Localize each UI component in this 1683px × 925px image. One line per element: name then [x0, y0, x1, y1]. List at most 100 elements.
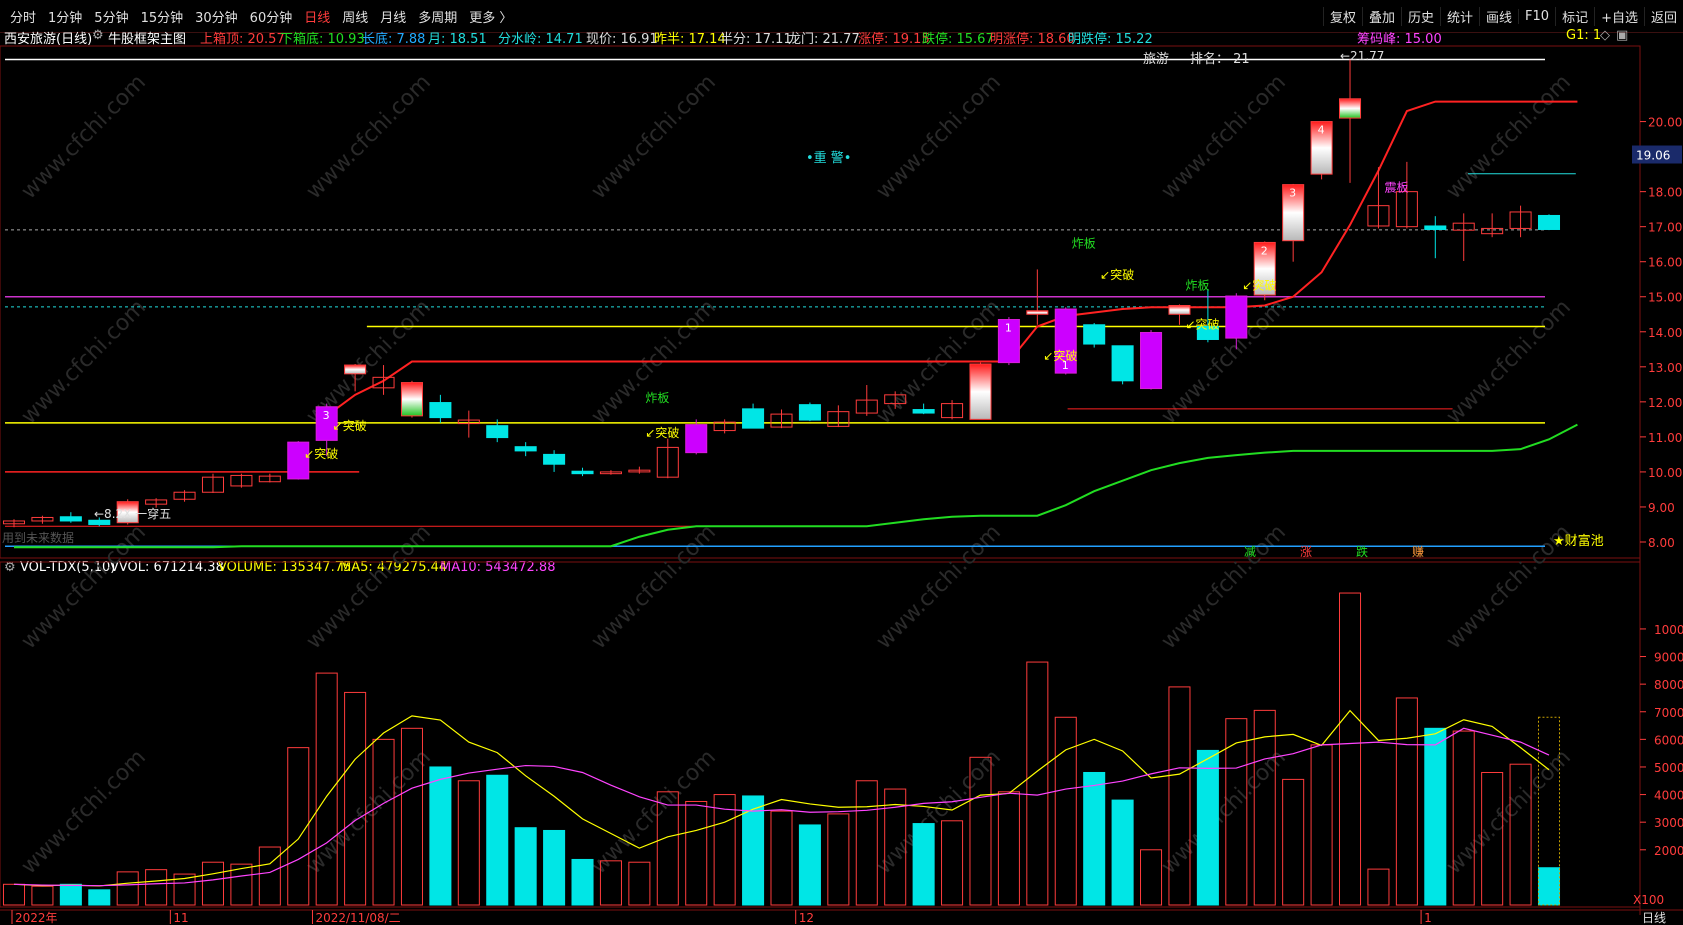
candle-body	[941, 403, 964, 419]
ma10-line	[13, 727, 1550, 887]
candle-body	[1083, 324, 1106, 345]
period-tab-3[interactable]: 15分钟	[140, 10, 184, 26]
price-tick: 9.00	[1648, 501, 1675, 515]
volume-tick: 8000	[1654, 678, 1683, 692]
volume-bar	[1225, 718, 1248, 906]
candle-body	[344, 364, 367, 375]
volume-bar	[344, 691, 367, 906]
candle-body	[1140, 331, 1163, 390]
indicator-gear-icon[interactable]: ⚙	[92, 28, 104, 43]
watermark-text: www.cfchi.com	[587, 520, 721, 654]
tool-button-7[interactable]: +自选	[1594, 6, 1644, 26]
volume-bar	[400, 727, 423, 906]
candle-body	[969, 363, 992, 420]
g1-value: G1: 1	[1566, 28, 1602, 43]
tool-button-4[interactable]: 画线	[1479, 6, 1518, 26]
candle-body	[884, 394, 907, 405]
volume-bar	[912, 823, 935, 906]
candle-body	[59, 516, 82, 522]
period-tab-7[interactable]: 周线	[342, 10, 369, 26]
top-resistance-line	[326, 100, 1578, 417]
volume-bar	[855, 780, 878, 906]
candle-count-label-5: 4	[1318, 124, 1325, 137]
volume-bar	[628, 861, 651, 906]
candle-body	[1481, 227, 1504, 235]
period-tab-4[interactable]: 30分钟	[195, 10, 238, 26]
signal-label-7: 炸板	[1185, 279, 1209, 293]
candle-body	[1111, 345, 1134, 382]
volume-bar	[827, 813, 850, 906]
price-tick: 11.00	[1648, 431, 1682, 445]
watermark-text: www.cfchi.com	[17, 70, 151, 204]
tool-button-0[interactable]: 复权	[1322, 6, 1362, 26]
period-tab-9[interactable]: 多周期	[418, 10, 458, 26]
price-tick: 13.00	[1648, 361, 1682, 375]
period-tab-6[interactable]: 日线	[304, 10, 331, 26]
period-tab-1[interactable]: 1分钟	[48, 10, 83, 26]
price-value: 现价: 16.91	[586, 32, 658, 47]
period-tab-0[interactable]: 分时	[10, 10, 37, 26]
volume-bar	[1026, 661, 1049, 906]
signal-label-10: 震板	[1384, 181, 1408, 195]
candle-body	[543, 453, 566, 465]
half-value: 半分: 17.11	[720, 32, 792, 47]
tool-button-8[interactable]: 返回	[1643, 6, 1683, 26]
volume-bar	[685, 800, 708, 906]
price-tick: 15.00	[1648, 291, 1682, 305]
period-tab-5[interactable]: 60分钟	[249, 10, 293, 26]
limit-down-value: 跌停: 15.67	[922, 32, 994, 47]
volume-bar	[173, 873, 196, 906]
signal-tag-1: 涨	[1300, 544, 1312, 559]
warning-label: •重 警•	[806, 150, 851, 166]
collapse-icon[interactable]: ▣	[1616, 28, 1629, 43]
period-tab-10[interactable]: 更多 〉	[469, 10, 513, 26]
watermark-text: www.cfchi.com	[1157, 745, 1291, 879]
period-tab-8[interactable]: 月线	[380, 10, 407, 26]
candle-body	[770, 413, 793, 428]
volume-bar	[1481, 771, 1504, 906]
date-label-4: 1	[1424, 911, 1432, 925]
candle-body	[1282, 184, 1305, 242]
volume-bar	[599, 860, 622, 906]
tool-button-1[interactable]: 叠加	[1361, 6, 1401, 26]
current-price-tag: 19.06	[1636, 149, 1670, 163]
candle-body	[145, 499, 168, 505]
signal-label-6: ↙突破	[1100, 267, 1134, 282]
watermark-text: www.cfchi.com	[302, 520, 436, 654]
tool-button-6[interactable]: 标记	[1555, 6, 1594, 26]
volume-gear-icon[interactable]: ⚙	[4, 560, 16, 575]
volume-tick: 2000	[1654, 844, 1683, 858]
volume-bar	[969, 756, 992, 906]
candle-count-label-1: 1	[1005, 322, 1012, 335]
chip-peak-value: 筹码峰: 15.00	[1357, 32, 1442, 47]
candle-body	[230, 474, 253, 487]
candle-body	[1452, 222, 1475, 231]
signal-label-4: ↙突破	[1043, 348, 1077, 363]
volume-indicator-name[interactable]: VOL-TDX(5,10)	[20, 560, 116, 575]
date-label-0: 2022年	[15, 911, 58, 925]
tool-button-5[interactable]: F10	[1518, 8, 1555, 24]
signal-tag-3: 赚	[1412, 544, 1424, 559]
indicator-name[interactable]: 牛股框架主图	[108, 32, 187, 47]
signal-label-3: ↙突破	[645, 425, 679, 440]
candle-body	[486, 425, 509, 439]
diamond-icon[interactable]: ◇	[1600, 28, 1610, 43]
volume-bar	[201, 861, 224, 906]
volume-bar	[997, 791, 1020, 906]
future-data-note: 用到未来数据	[2, 530, 74, 545]
volume-bar	[145, 869, 168, 906]
candle-body	[1424, 225, 1447, 230]
period-tab-2[interactable]: 5分钟	[94, 10, 129, 26]
candle-body	[1339, 98, 1362, 119]
candle-body	[315, 406, 338, 441]
candle-body	[827, 411, 850, 427]
high-price-label: ←21.77	[1340, 49, 1384, 63]
stock-title[interactable]: 西安旅游(日线)	[4, 32, 93, 47]
date-label-1: 11	[173, 911, 188, 925]
tool-button-2[interactable]: 历史	[1400, 6, 1440, 26]
volume-bar	[1509, 763, 1532, 906]
tool-button-3[interactable]: 统计	[1440, 6, 1479, 26]
volume-bar	[31, 885, 54, 906]
candle-body	[2, 520, 26, 525]
